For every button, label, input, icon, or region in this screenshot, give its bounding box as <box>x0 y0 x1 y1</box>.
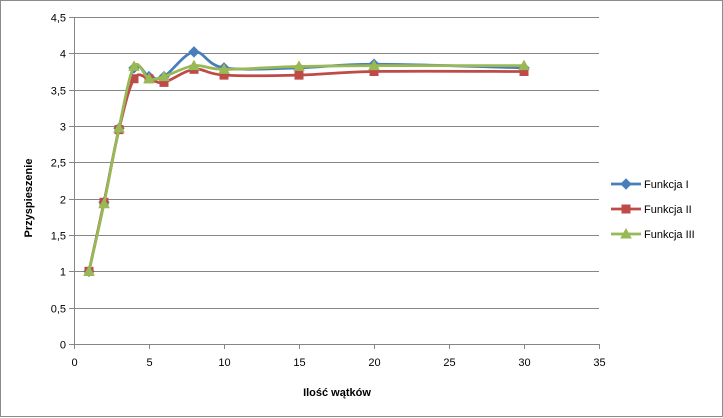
legend: Funkcja I Funkcja II Funkcja III <box>611 178 695 241</box>
legend-item: Funkcja II <box>611 204 692 216</box>
x-tick-label: 15 <box>293 357 305 369</box>
legend-item: Funkcja I <box>611 178 689 191</box>
data-point <box>188 59 200 71</box>
x-tick-label: 25 <box>443 357 455 369</box>
axes <box>69 17 600 349</box>
series-funkcja-ii <box>84 64 529 276</box>
y-tick-label: 1 <box>60 267 66 279</box>
data-point <box>143 72 155 84</box>
data-point <box>128 60 140 71</box>
series-line <box>87 67 525 272</box>
series-funkcja-iii <box>83 59 530 276</box>
series-line <box>87 63 525 272</box>
y-tick-label: 1,5 <box>51 231 66 243</box>
legend-marker <box>620 227 632 239</box>
x-axis-title: Ilość wątków <box>303 387 371 399</box>
y-tick-label: 4 <box>60 49 66 61</box>
data-point <box>98 197 110 209</box>
x-tick-label: 0 <box>71 357 77 369</box>
legend-label: Funkcja III <box>644 229 695 241</box>
data-point <box>218 63 230 74</box>
data-point <box>368 59 380 71</box>
y-tick-label: 2 <box>60 195 66 207</box>
x-tick-label: 10 <box>218 357 230 369</box>
y-tick-label: 0 <box>60 340 66 352</box>
legend-marker <box>621 204 631 214</box>
data-point <box>83 265 95 276</box>
data-point <box>294 70 304 80</box>
tick-labels: 0 0,5 1 1,5 2 2,5 3 3,5 4 4,5 0 5 10 15 20 25 30 35 <box>51 13 606 370</box>
data-point <box>188 46 200 58</box>
legend-label: Funkcja I <box>644 179 689 191</box>
data-point <box>293 60 305 71</box>
data-point <box>518 59 530 71</box>
series-lines <box>83 46 530 278</box>
y-tick-label: 3,5 <box>51 86 66 98</box>
y-tick-label: 3 <box>60 122 66 134</box>
gridlines <box>74 17 599 309</box>
data-point <box>113 122 125 133</box>
data-point <box>158 70 170 82</box>
y-tick-label: 4,5 <box>51 13 66 25</box>
legend-label: Funkcja II <box>644 204 692 216</box>
x-tick-label: 20 <box>368 357 380 369</box>
y-tick-label: 0,5 <box>51 304 66 316</box>
x-tick-label: 35 <box>593 357 605 369</box>
series-line <box>87 50 525 272</box>
y-tick-label: 2,5 <box>51 158 66 170</box>
x-tick-label: 5 <box>146 357 152 369</box>
x-tick-label: 30 <box>518 357 530 369</box>
legend-item: Funkcja III <box>611 227 695 241</box>
legend-marker <box>620 178 632 190</box>
y-axis-title: Przyspieszenie <box>23 159 35 238</box>
